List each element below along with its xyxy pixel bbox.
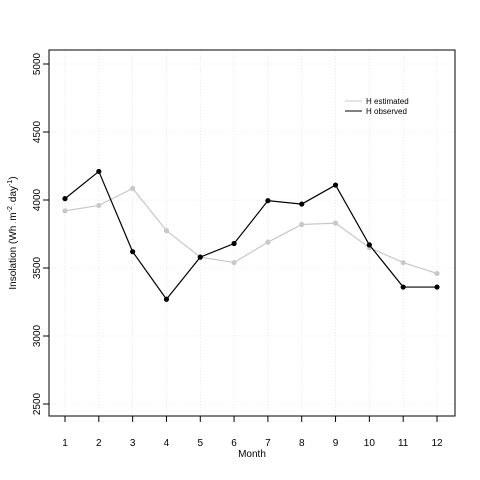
data-point-h-estimated <box>299 221 305 228</box>
x-tick-label: 6 <box>231 438 237 449</box>
legend-label-estimated: H estimated <box>366 97 409 106</box>
x-tick-label: 11 <box>398 438 409 449</box>
y-tick-label: 3500 <box>32 256 43 279</box>
data-point-h-estimated <box>96 202 102 209</box>
data-point-h-estimated <box>434 270 440 277</box>
data-point-h-observed <box>400 284 406 290</box>
x-tick-label: 2 <box>96 438 102 449</box>
data-point-h-observed <box>62 196 68 202</box>
data-point-h-estimated <box>130 185 136 192</box>
x-tick-label: 9 <box>333 438 339 449</box>
legend: H estimated H observed <box>345 97 409 116</box>
data-point-h-observed <box>130 249 136 255</box>
x-tick-label: 7 <box>265 438 271 449</box>
data-point-h-observed <box>163 296 170 302</box>
series-line-h-observed <box>64 170 437 301</box>
y-tick-label: 4000 <box>32 188 43 211</box>
x-tick-label: 8 <box>299 438 305 449</box>
data-point-h-observed <box>96 168 102 175</box>
x-tick-label: 3 <box>130 438 136 449</box>
y-axis-title: Insolation (Wh·m-2·day-1) <box>7 176 19 289</box>
plot-frame <box>48 49 456 417</box>
legend-label-observed: H observed <box>366 107 407 116</box>
data-point-h-observed <box>299 201 305 207</box>
data-point-h-observed <box>231 240 237 247</box>
data-point-h-estimated <box>332 220 339 226</box>
data-point-h-estimated <box>62 208 68 214</box>
series-layer <box>62 168 440 302</box>
x-tick-label: 1 <box>62 438 68 449</box>
x-axis: 1 2 3 4 5 6 7 8 9 10 11 12 <box>62 416 443 449</box>
x-axis-title: Month <box>238 449 266 460</box>
data-point-h-estimated <box>265 239 271 245</box>
data-point-h-observed <box>197 254 203 260</box>
x-tick-label: 12 <box>431 438 443 449</box>
data-point-h-estimated <box>231 259 237 266</box>
y-tick-label: 4500 <box>32 120 43 143</box>
x-tick-label: 5 <box>197 438 203 449</box>
x-tick-label: 10 <box>364 438 376 449</box>
x-tick-label: 4 <box>164 438 170 449</box>
y-axis: 2500 3000 3500 4000 4500 5000 <box>32 52 49 415</box>
data-point-h-observed <box>366 242 372 248</box>
data-point-h-observed <box>434 284 440 290</box>
data-point-h-observed <box>332 182 339 188</box>
y-tick-label: 5000 <box>32 52 43 75</box>
series-line-h-estimated <box>64 187 438 275</box>
y-tick-label: 3000 <box>32 324 43 347</box>
data-point-h-observed <box>265 198 271 204</box>
y-tick-label: 2500 <box>32 392 43 415</box>
data-point-h-estimated <box>400 259 406 266</box>
data-point-h-estimated <box>163 228 170 234</box>
